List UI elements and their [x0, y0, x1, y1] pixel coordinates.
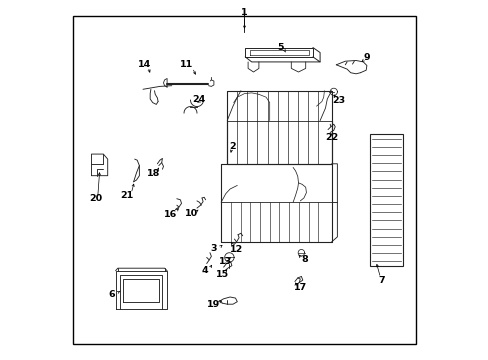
Text: 24: 24: [191, 94, 204, 104]
Text: 2: 2: [229, 143, 236, 152]
Text: 1: 1: [241, 8, 247, 17]
Text: 3: 3: [210, 244, 217, 253]
Text: 13: 13: [219, 256, 232, 265]
Text: 21: 21: [120, 191, 133, 199]
Text: 9: 9: [363, 53, 369, 62]
Text: 12: 12: [229, 245, 243, 253]
Text: 8: 8: [301, 256, 308, 264]
Text: 5: 5: [277, 43, 283, 52]
Text: 4: 4: [201, 266, 208, 275]
Text: 10: 10: [184, 209, 197, 217]
Text: 16: 16: [163, 210, 177, 219]
Text: 17: 17: [293, 284, 306, 292]
Text: 11: 11: [179, 60, 192, 69]
Text: 22: 22: [325, 133, 338, 142]
Text: 15: 15: [215, 270, 228, 279]
Text: 23: 23: [331, 95, 345, 104]
Text: 14: 14: [138, 60, 151, 69]
Text: 20: 20: [89, 194, 102, 203]
Text: 18: 18: [147, 169, 160, 178]
Text: 7: 7: [378, 276, 385, 285]
Text: 19: 19: [207, 300, 220, 309]
Bar: [369, 134, 402, 266]
Text: 6: 6: [108, 290, 114, 299]
